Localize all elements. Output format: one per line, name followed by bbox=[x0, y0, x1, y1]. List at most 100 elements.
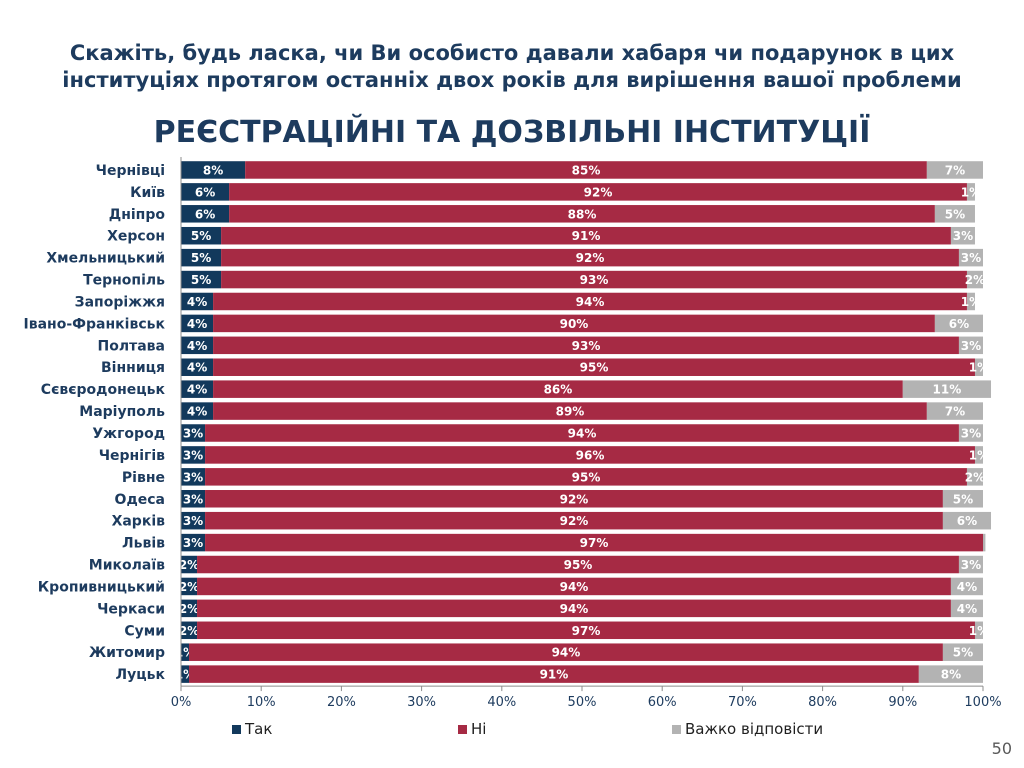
x-tick-label: 70% bbox=[728, 695, 757, 710]
bar-segment bbox=[942, 490, 983, 508]
data-label: 1% bbox=[961, 295, 981, 309]
category-label: Полтава bbox=[98, 338, 165, 354]
bar-segment bbox=[181, 577, 198, 596]
bar-segment bbox=[958, 248, 983, 267]
data-label: 4% bbox=[187, 383, 207, 397]
category-label: Запоріжжя bbox=[75, 294, 165, 310]
bar-segment bbox=[966, 183, 975, 201]
bar-segment bbox=[205, 446, 975, 464]
bar-segment bbox=[181, 665, 190, 683]
data-label: 90% bbox=[560, 317, 589, 331]
data-label: 3% bbox=[961, 251, 981, 265]
bar-segment bbox=[950, 577, 983, 596]
bar-segment bbox=[181, 402, 214, 420]
bar-segment bbox=[213, 402, 927, 420]
data-label: 3% bbox=[183, 492, 203, 506]
data-label: 95% bbox=[564, 558, 593, 572]
bar-segment bbox=[213, 358, 975, 376]
data-label: 2% bbox=[179, 602, 199, 616]
bar-segment bbox=[181, 511, 206, 530]
category-label: Луцьк bbox=[116, 667, 166, 683]
chart-subtitle: РЕЄСТРАЦІЙНІ ТА ДОЗВІЛЬНІ ІНСТИТУЦІЇ bbox=[153, 115, 871, 150]
data-label: 5% bbox=[191, 251, 211, 265]
data-label: 94% bbox=[552, 646, 581, 660]
category-label: Львів bbox=[122, 536, 165, 552]
bar-segment bbox=[181, 643, 190, 661]
category-label: Харків bbox=[112, 514, 166, 530]
bar-segment bbox=[181, 446, 206, 464]
data-label: 3% bbox=[961, 339, 981, 353]
legend-swatch-vazhko bbox=[672, 724, 681, 734]
bar-segment bbox=[213, 336, 959, 355]
data-label: 4% bbox=[187, 405, 207, 419]
data-label: 4% bbox=[187, 317, 207, 331]
bar-segment bbox=[958, 555, 983, 574]
data-label: 3% bbox=[953, 229, 973, 243]
data-label: 8% bbox=[941, 668, 961, 682]
data-label: 92% bbox=[584, 185, 613, 199]
category-label: Чернігів bbox=[99, 448, 165, 464]
data-label: 2% bbox=[179, 580, 199, 594]
x-tick-label: 40% bbox=[487, 695, 516, 710]
bar-segment bbox=[181, 468, 206, 486]
legend-label-ni: Ні bbox=[471, 720, 487, 738]
bar-segment bbox=[181, 621, 198, 640]
data-label: 8% bbox=[203, 163, 223, 177]
bar-segment bbox=[197, 599, 951, 618]
chart-question: Скажіть, будь ласка, чи Ви особисто дава… bbox=[62, 41, 962, 92]
bar-segment bbox=[181, 161, 246, 179]
bar-segment bbox=[181, 248, 222, 267]
category-label: Вінниця bbox=[101, 360, 165, 376]
bar-segment bbox=[958, 424, 983, 442]
data-label: 5% bbox=[953, 492, 973, 506]
data-label: 2% bbox=[179, 558, 199, 572]
data-label: 97% bbox=[580, 536, 609, 550]
data-label: 5% bbox=[945, 207, 965, 221]
x-tick-label: 50% bbox=[568, 695, 597, 710]
x-tick-label: 90% bbox=[888, 695, 917, 710]
data-label: 7% bbox=[945, 405, 965, 419]
data-label: 2% bbox=[965, 470, 985, 484]
bar-segment bbox=[197, 577, 951, 596]
data-label: 4% bbox=[187, 339, 207, 353]
category-label: Тернопіль bbox=[83, 273, 165, 289]
data-label: 3% bbox=[183, 448, 203, 462]
data-label: 3% bbox=[183, 514, 203, 528]
data-label: 4% bbox=[957, 580, 977, 594]
data-label: 3% bbox=[183, 427, 203, 441]
data-label: 1% bbox=[969, 361, 989, 375]
data-label: 5% bbox=[953, 646, 973, 660]
legend-item-vazhko: Важко відповісти bbox=[672, 720, 823, 738]
category-label: Київ bbox=[130, 185, 165, 201]
bar-segment bbox=[197, 621, 975, 640]
bar-segment bbox=[221, 226, 951, 245]
data-label: 11% bbox=[933, 383, 962, 397]
bar-segment bbox=[181, 226, 222, 245]
bar-segment bbox=[966, 468, 983, 486]
bar-segment bbox=[926, 402, 983, 420]
legend-label-vazhko: Важко відповісти bbox=[685, 720, 824, 738]
data-label: 5% bbox=[191, 229, 211, 243]
bar-segment bbox=[181, 336, 214, 355]
bar-segment bbox=[189, 643, 943, 661]
x-tick-label: 20% bbox=[327, 695, 356, 710]
bar-segment bbox=[181, 270, 222, 289]
bar-segment bbox=[213, 380, 903, 398]
bar-segment bbox=[950, 226, 975, 245]
category-label: Дніпро bbox=[109, 207, 166, 223]
category-label: Суми bbox=[124, 623, 165, 639]
bar-segment bbox=[229, 183, 967, 201]
data-label: 95% bbox=[572, 470, 601, 484]
bar-segment bbox=[221, 270, 967, 289]
bar-segment bbox=[966, 292, 975, 311]
data-label: 91% bbox=[572, 229, 601, 243]
bar-segment bbox=[181, 205, 230, 223]
bar-segment bbox=[958, 336, 983, 355]
x-tick-label: 10% bbox=[247, 695, 276, 710]
data-label: 1% bbox=[961, 185, 981, 199]
x-tick-label: 30% bbox=[407, 695, 436, 710]
data-label: 86% bbox=[544, 383, 573, 397]
bar-segment bbox=[205, 468, 967, 486]
data-label: 4% bbox=[187, 361, 207, 375]
